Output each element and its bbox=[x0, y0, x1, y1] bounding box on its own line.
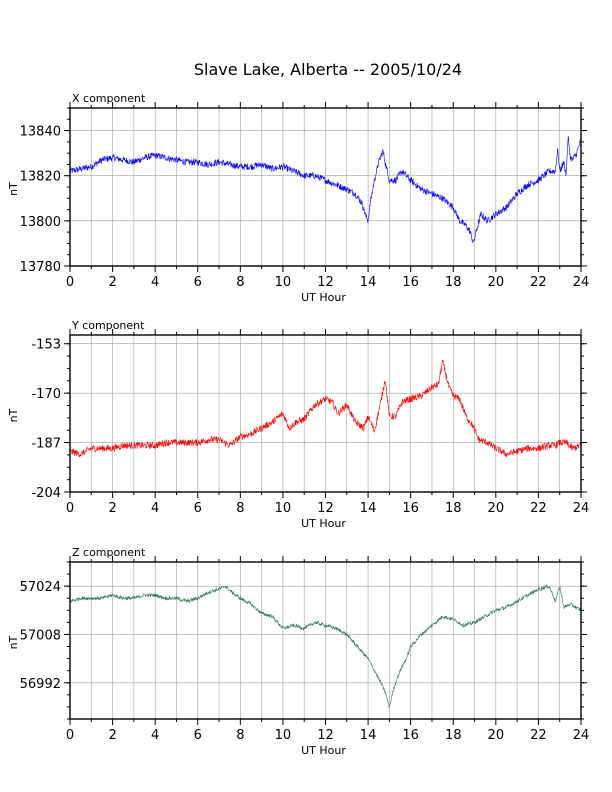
y-tick-label: 13800 bbox=[20, 215, 61, 230]
x-tick-label: 4 bbox=[151, 501, 159, 516]
x-tick-label: 0 bbox=[66, 275, 74, 290]
y-tick-label: -187 bbox=[31, 437, 61, 452]
panel-title: X component bbox=[72, 92, 146, 105]
y-tick-label: 57008 bbox=[20, 628, 61, 643]
x-tick-label: 16 bbox=[402, 501, 419, 516]
y-tick-label: -204 bbox=[31, 486, 61, 501]
x-tick-label: 2 bbox=[108, 275, 116, 290]
x-tick-label: 18 bbox=[445, 275, 462, 290]
x-tick-label: 6 bbox=[194, 275, 202, 290]
x-tick-label: 0 bbox=[66, 728, 74, 743]
y-tick-label: -153 bbox=[31, 338, 61, 353]
x-tick-label: 12 bbox=[317, 728, 334, 743]
x-tick-label: 16 bbox=[402, 728, 419, 743]
x-tick-label: 8 bbox=[236, 728, 244, 743]
x-tick-label: 18 bbox=[445, 728, 462, 743]
x-tick-label: 18 bbox=[445, 501, 462, 516]
panel-title: Z component bbox=[72, 546, 146, 559]
x-tick-label: 10 bbox=[275, 728, 292, 743]
x-tick-label: 2 bbox=[108, 728, 116, 743]
x-tick-label: 8 bbox=[236, 275, 244, 290]
x-tick-label: 8 bbox=[236, 501, 244, 516]
series-line-1 bbox=[69, 584, 582, 709]
x-tick-label: 22 bbox=[530, 728, 547, 743]
x-axis-label: UT Hour bbox=[301, 744, 346, 757]
x-tick-label: 10 bbox=[275, 501, 292, 516]
y-axis-label: nT bbox=[7, 635, 20, 649]
panel-title: Y component bbox=[71, 319, 145, 332]
x-tick-label: 20 bbox=[488, 275, 505, 290]
x-tick-label: 6 bbox=[194, 501, 202, 516]
y-tick-label: 57024 bbox=[20, 580, 61, 595]
y-axis-label: nT bbox=[7, 182, 20, 196]
y-tick-label: 13780 bbox=[20, 260, 61, 275]
y-tick-label: 56992 bbox=[20, 677, 61, 692]
x-tick-label: 2 bbox=[108, 501, 116, 516]
x-tick-label: 12 bbox=[317, 501, 334, 516]
x-axis-label: UT Hour bbox=[301, 291, 346, 304]
x-tick-label: 22 bbox=[530, 501, 547, 516]
x-tick-label: 20 bbox=[488, 728, 505, 743]
x-tick-label: 12 bbox=[317, 275, 334, 290]
x-tick-label: 22 bbox=[530, 275, 547, 290]
chart-title: Slave Lake, Alberta -- 2005/10/24 bbox=[194, 60, 462, 79]
y-tick-label: 13820 bbox=[20, 170, 61, 185]
x-tick-label: 20 bbox=[488, 501, 505, 516]
x-tick-label: 24 bbox=[573, 728, 590, 743]
y-tick-label: 13840 bbox=[20, 125, 61, 140]
x-tick-label: 14 bbox=[360, 275, 377, 290]
x-tick-label: 16 bbox=[402, 275, 419, 290]
panel-1: 0 2 4 6 8 10 12 14 16 18 20 22 241378013800138201384… bbox=[7, 92, 589, 304]
y-tick-label: -170 bbox=[31, 387, 61, 402]
x-tick-label: 10 bbox=[275, 275, 292, 290]
x-tick-label: 4 bbox=[151, 728, 159, 743]
series-line-1 bbox=[69, 359, 582, 458]
x-tick-label: 24 bbox=[573, 275, 590, 290]
x-tick-label: 6 bbox=[194, 728, 202, 743]
x-tick-label: 4 bbox=[151, 275, 159, 290]
x-tick-label: 14 bbox=[360, 501, 377, 516]
x-tick-label: 0 bbox=[66, 501, 74, 516]
series-line-1 bbox=[69, 136, 582, 243]
x-axis-label: UT Hour bbox=[301, 517, 346, 530]
y-axis-label: nT bbox=[7, 408, 20, 422]
x-tick-label: 14 bbox=[360, 728, 377, 743]
x-tick-label: 24 bbox=[573, 501, 590, 516]
